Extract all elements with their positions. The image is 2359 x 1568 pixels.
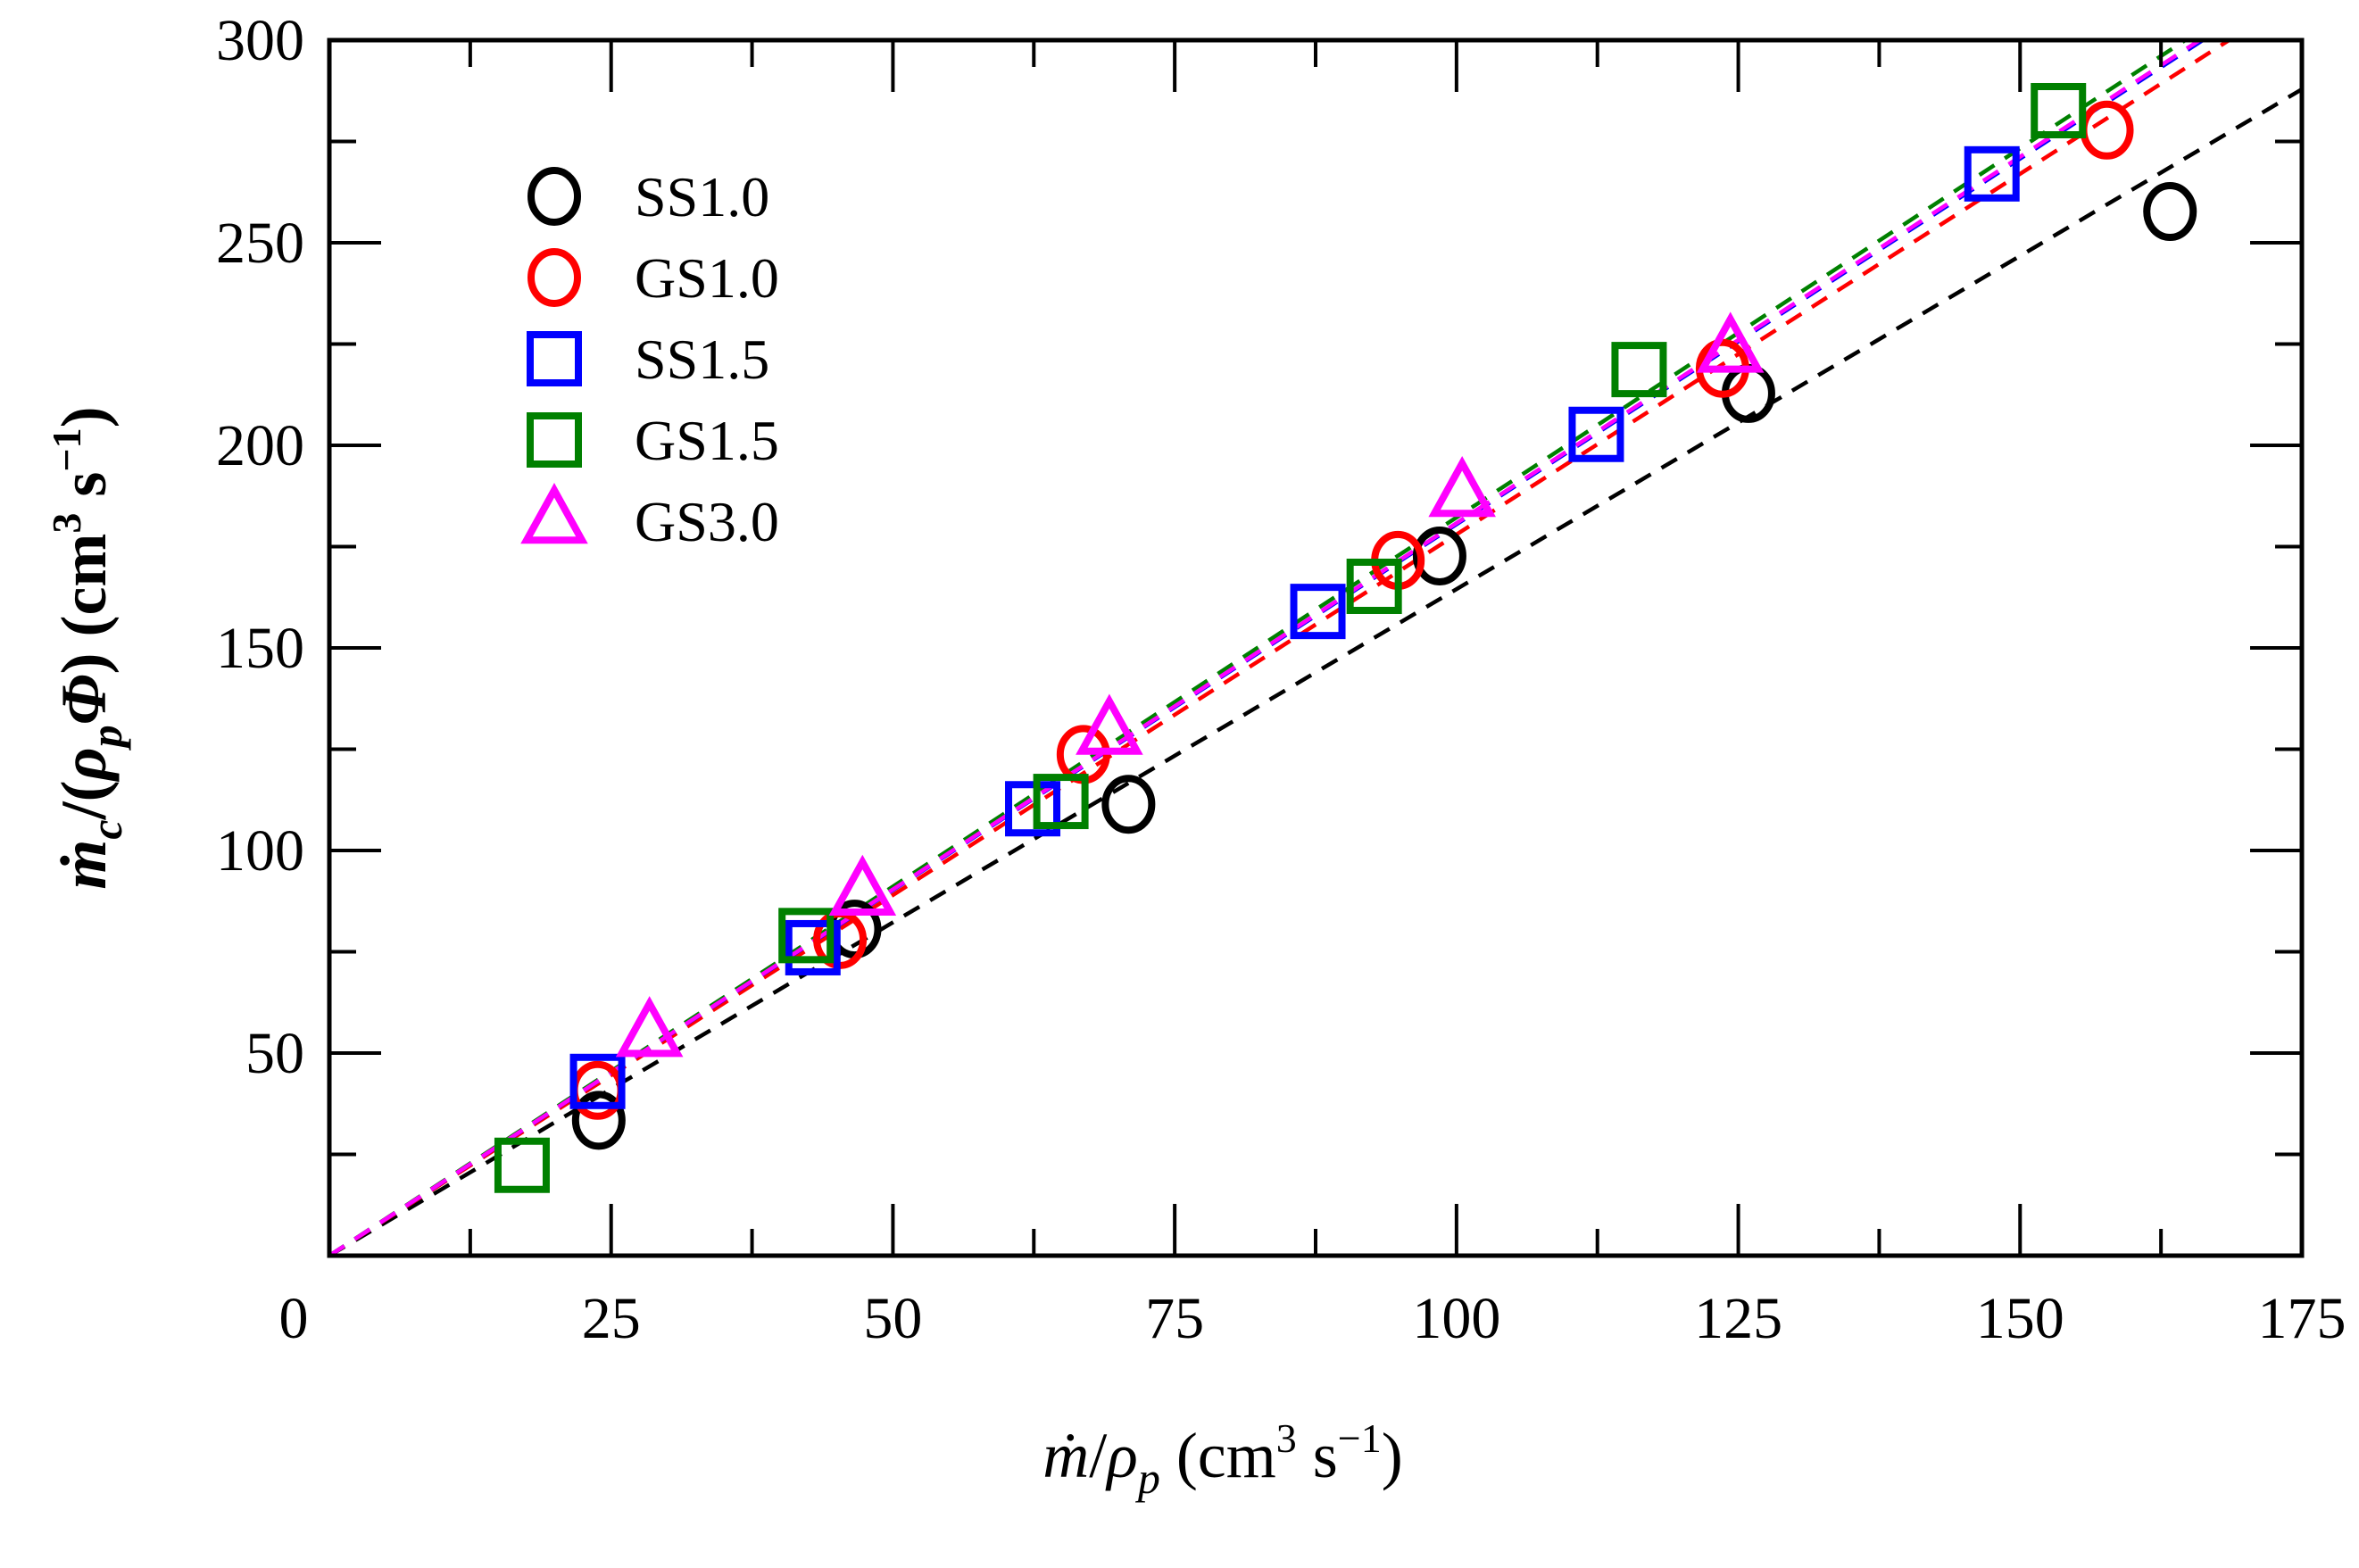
y-tick-label: 150 <box>216 616 304 681</box>
x-axis-title: ṁ/ρp (cm3 s−1) <box>1042 1415 1402 1503</box>
legend-label: GS1.5 <box>635 409 779 472</box>
y-tick-label: 50 <box>245 1021 304 1086</box>
data-markers <box>494 82 2197 1193</box>
triangle-icon <box>520 483 588 544</box>
y-tick-label: 200 <box>216 413 304 478</box>
square-marker <box>569 1053 626 1109</box>
fit-line-ss1-0 <box>329 87 2302 1256</box>
legend-item-gs3-0: GS3.0 <box>520 483 779 553</box>
circle-marker <box>1101 775 1156 834</box>
fit-lines <box>329 40 2302 1256</box>
legend-item-ss1-5: SS1.5 <box>527 328 769 391</box>
triangle-marker <box>1076 693 1143 755</box>
triangle-marker <box>1696 311 1765 373</box>
legend-item-gs1-0: GS1.0 <box>527 246 779 310</box>
triangle-marker <box>615 996 684 1058</box>
x-tick-label: 150 <box>1976 1286 2064 1351</box>
y-tick-label: 300 <box>216 8 304 73</box>
square-marker <box>2031 82 2087 138</box>
square-marker <box>778 908 835 964</box>
legend: SS1.0 GS1.0 SS1.5 GS1.5 GS3.0 <box>520 165 779 553</box>
y-tick-label: 250 <box>216 211 304 276</box>
y-tick-label: 100 <box>216 818 304 884</box>
square-marker <box>1964 145 2020 202</box>
legend-label: GS1.0 <box>635 246 779 310</box>
x-axis-ticks: 0 25 50 75 100 125 150 175 <box>279 40 2347 1351</box>
circle-icon <box>527 167 581 226</box>
circle-icon <box>527 248 581 307</box>
x-tick-label: 75 <box>1145 1286 1204 1351</box>
square-icon <box>527 331 582 386</box>
legend-item-gs1-5: GS1.5 <box>527 409 779 472</box>
x-tick-label: 50 <box>863 1286 922 1351</box>
x-tick-label: 125 <box>1694 1286 1782 1351</box>
x-tick-label: 25 <box>582 1286 641 1351</box>
y-axis-title: ṁc/(ρpΦ) (cm3 s−1) <box>44 406 131 889</box>
y-axis-ticks: 50 100 150 200 250 300 <box>216 8 2302 1257</box>
legend-label: SS1.5 <box>635 328 769 391</box>
circle-marker <box>571 1091 626 1150</box>
triangle-marker <box>828 854 897 916</box>
circle-marker <box>1412 526 1466 585</box>
x-tick-label: 100 <box>1412 1286 1500 1351</box>
circle-marker <box>2080 100 2134 160</box>
square-marker <box>1568 406 1624 462</box>
square-marker <box>1346 558 1402 614</box>
triangle-marker <box>1428 455 1496 518</box>
square-marker <box>494 1137 550 1193</box>
legend-label: SS1.0 <box>635 165 769 228</box>
square-marker <box>1033 774 1089 830</box>
fit-line-gs1-0 <box>329 40 2233 1256</box>
legend-label: GS3.0 <box>635 490 779 553</box>
legend-item-ss1-0: SS1.0 <box>527 165 769 228</box>
square-marker <box>1611 342 1667 398</box>
x-tick-label: 175 <box>2258 1286 2347 1351</box>
square-marker <box>1005 781 1061 837</box>
square-marker <box>785 919 841 975</box>
x-tick-label: 0 <box>279 1286 309 1351</box>
square-icon <box>527 412 582 468</box>
square-marker <box>1290 584 1346 640</box>
circle-marker <box>2143 182 2197 242</box>
